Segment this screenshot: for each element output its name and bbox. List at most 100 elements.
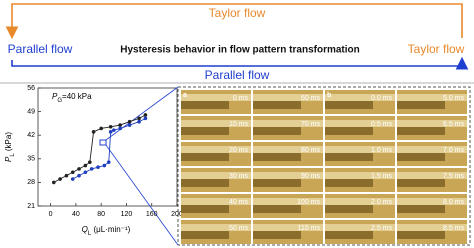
- data-point: [51, 180, 56, 185]
- data-point: [58, 177, 62, 181]
- data-point: [118, 126, 122, 131]
- time-label: 2.0 ms: [371, 199, 393, 206]
- channel: [181, 120, 251, 127]
- x-axis-title: QL (μL·min⁻¹): [82, 225, 131, 236]
- channel-wall: [181, 153, 229, 161]
- y-tick-label: 56: [27, 85, 35, 92]
- time-label: 2.5 ms: [371, 225, 393, 232]
- y-title-symbol: P: [4, 156, 13, 162]
- y-tick-label: 49: [27, 108, 35, 115]
- annotation: PG=40 kPa: [52, 92, 92, 103]
- channel-wall: [253, 153, 301, 161]
- time-label: 0.5 ms: [371, 121, 393, 128]
- time-label: 8.0 ms: [443, 199, 465, 206]
- channel-wall: [397, 205, 445, 213]
- time-label: 0 ms: [233, 95, 249, 102]
- time-label: 1.0 ms: [371, 147, 393, 154]
- data-point: [77, 167, 81, 171]
- channel-wall: [325, 179, 373, 187]
- channel-wall: [253, 231, 301, 239]
- data-point: [70, 177, 75, 181]
- y-tick-label: 42: [27, 132, 35, 139]
- micrograph-frame: [177, 86, 471, 246]
- x-tick-label: 0: [49, 211, 53, 218]
- channel: [253, 172, 323, 179]
- x-tick-label: 120: [121, 211, 133, 218]
- series-line: [53, 114, 146, 183]
- data-point: [70, 170, 75, 175]
- x-tick-label: 40: [72, 211, 80, 218]
- channel-wall: [325, 101, 373, 109]
- channel-wall: [325, 231, 373, 239]
- x-tick-label: 80: [97, 211, 105, 218]
- data-point: [127, 123, 132, 127]
- channel: [253, 224, 323, 231]
- channel: [181, 172, 251, 179]
- annotation-sub: G: [57, 98, 62, 104]
- channel: [253, 94, 323, 101]
- time-label: 60 ms: [301, 95, 321, 102]
- data-point: [96, 165, 100, 170]
- time-label: 30 ms: [229, 173, 249, 180]
- time-label: 7.5 ms: [443, 173, 465, 180]
- bottom-label: Parallel flow: [205, 68, 270, 82]
- time-label: 0.0 ms: [371, 95, 393, 102]
- data-point: [143, 116, 148, 121]
- channel-wall: [397, 179, 445, 187]
- channel-wall: [253, 179, 301, 187]
- channel-wall: [397, 101, 445, 109]
- x-title-sub: L: [88, 231, 92, 237]
- channel-wall: [397, 153, 445, 161]
- panel-label: b: [327, 92, 331, 99]
- data-point: [83, 170, 88, 175]
- channel: [397, 224, 467, 231]
- data-point: [64, 173, 69, 178]
- channel-wall: [181, 231, 229, 239]
- time-label: 40 ms: [229, 199, 249, 206]
- time-label: 20 ms: [229, 147, 249, 154]
- channel-wall: [181, 101, 229, 109]
- data-point: [108, 124, 113, 129]
- channel: [325, 94, 395, 101]
- left-label: Parallel flow: [8, 42, 73, 56]
- time-label: 8.5 ms: [443, 225, 465, 232]
- channel-wall: [397, 231, 445, 239]
- channel: [325, 224, 395, 231]
- zoom-line: [105, 86, 179, 141]
- data-point: [108, 130, 113, 134]
- data-point: [112, 128, 116, 132]
- data-point: [77, 173, 81, 178]
- time-label: 70 ms: [301, 121, 321, 128]
- y-tick-label: 35: [27, 156, 35, 163]
- time-label: 6.5 ms: [443, 121, 465, 128]
- channel: [325, 172, 395, 179]
- x-tick-label: 200: [171, 211, 183, 218]
- channel: [397, 94, 467, 101]
- time-label: 110 ms: [298, 225, 321, 232]
- parallel-arrow: [11, 56, 469, 70]
- channel: [325, 198, 395, 205]
- data-point: [89, 167, 94, 171]
- y-title-text: (kPa): [4, 132, 13, 154]
- taylor-arrow: [5, 3, 463, 40]
- time-label: 90 ms: [301, 173, 321, 180]
- data-point: [102, 163, 107, 168]
- time-label: 7.0 ms: [443, 147, 465, 154]
- channel-wall: [253, 127, 301, 135]
- plot-frame: [37, 87, 178, 207]
- time-label: 100 ms: [297, 199, 320, 206]
- channel: [397, 120, 467, 127]
- top-label: Taylor flow: [209, 6, 266, 20]
- channel-wall: [325, 127, 373, 135]
- y-tick-label: 28: [27, 179, 35, 186]
- channel: [253, 120, 323, 127]
- data-point: [143, 113, 148, 117]
- time-label: 10 ms: [229, 121, 249, 128]
- data-point: [106, 160, 111, 164]
- y-axis-title: PL (kPa): [4, 132, 15, 162]
- data-point: [137, 119, 141, 124]
- channel: [181, 146, 251, 153]
- data-point: [99, 126, 103, 131]
- channel-wall: [253, 101, 301, 109]
